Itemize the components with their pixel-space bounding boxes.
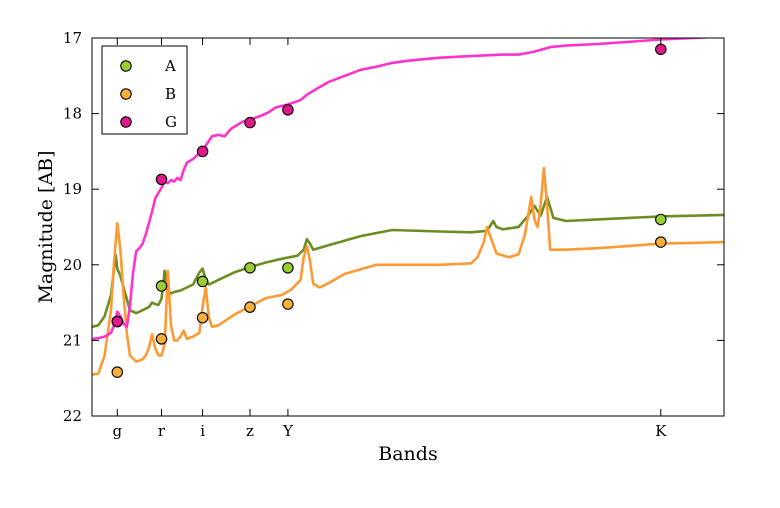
data-point-a-z <box>244 262 256 274</box>
legend-label-g: G <box>165 113 177 131</box>
y-axis: 17 18 19 20 21 22 <box>63 29 724 425</box>
plot-frame <box>91 37 725 417</box>
data-point-a-k <box>655 213 667 226</box>
data-point-g-k <box>655 43 667 56</box>
y-tick-label: 21 <box>63 331 82 349</box>
x-tick-label-y: Y <box>282 422 294 440</box>
legend-box <box>101 45 188 135</box>
data-point-b-z <box>244 301 256 313</box>
y-tick-label: 19 <box>63 180 82 198</box>
data-point-b-k <box>655 236 667 248</box>
data-point-a-i <box>196 275 209 288</box>
x-tick-label-z: z <box>246 422 254 440</box>
series-markers <box>111 43 667 378</box>
y-tick-label: 20 <box>63 256 82 274</box>
data-point-b-y <box>282 298 294 310</box>
legend-label-a: A <box>164 57 176 75</box>
x-tick-label-k: K <box>655 422 667 440</box>
legend-label-b: B <box>165 85 176 103</box>
data-point-g-i <box>196 145 209 158</box>
x-tick-label-r: r <box>158 422 166 440</box>
series-line-a <box>92 195 724 329</box>
legend: ABG <box>101 45 188 135</box>
x-axis-label: Bands <box>378 443 437 465</box>
x-tick-label-i: i <box>200 422 205 440</box>
y-tick-label: 17 <box>63 29 82 47</box>
data-point-g-g <box>111 315 124 328</box>
data-point-b-g <box>111 366 124 378</box>
data-point-g-z <box>244 116 256 129</box>
x-tick-label-g: g <box>112 422 122 440</box>
y-axis-label: Magnitude [AB] <box>35 150 57 303</box>
data-point-b-r <box>155 333 168 345</box>
y-tick-label: 22 <box>63 407 82 425</box>
series-line-g <box>92 38 720 341</box>
series-curves <box>92 38 724 376</box>
data-point-b-i <box>196 311 209 324</box>
data-point-a-y <box>282 262 294 274</box>
series-line-b <box>92 166 724 376</box>
data-point-a-r <box>155 280 168 292</box>
legend-marker-a <box>120 60 132 72</box>
legend-marker-b <box>120 88 132 100</box>
data-point-g-y <box>282 104 294 116</box>
data-point-g-r <box>155 173 168 186</box>
y-tick-label: 18 <box>63 105 82 123</box>
legend-marker-g <box>120 116 132 128</box>
